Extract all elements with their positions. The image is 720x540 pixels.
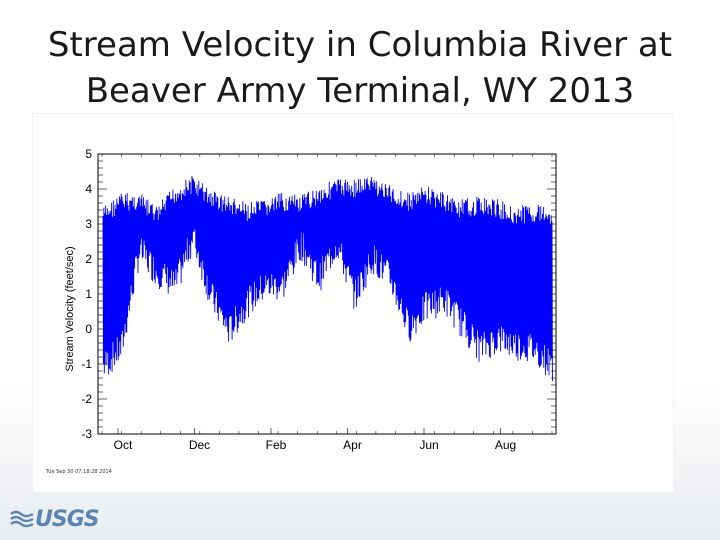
title-line-1: Stream Velocity in Columbia River at [47,25,673,65]
y-tick-label: 1 [85,287,92,301]
y-tick-label: -3 [81,427,92,441]
usgs-logo-text: USGS [35,506,100,532]
x-tick-label: Jun [419,438,438,452]
y-tick-label: -1 [81,357,92,371]
y-tick-label: -2 [81,392,92,406]
x-tick-label: Feb [266,438,287,452]
x-tick-label: Dec [189,438,210,452]
x-tick-label: Aug [495,438,516,452]
y-tick-label: 0 [85,322,92,336]
usgs-logo: USGS [10,506,100,532]
y-tick-label: 4 [85,182,92,196]
usgs-wave-icon [10,510,34,528]
y-axis-label: Stream Velocity (feet/sec) [64,246,76,371]
y-tick-label: 3 [85,217,92,231]
plot-timestamp: Tue Sep 30 07:18:28 2014 [46,469,112,475]
slide-title: Stream Velocity in Columbia River at Bea… [0,22,720,114]
velocity-series-band [103,196,552,333]
chart-panel: 5 4 3 2 1 0 -1 -2 -3 Oct Dec Feb Apr Jun Aug Stream Vel… [33,114,673,492]
x-tick-label: Apr [343,438,362,452]
velocity-chart: 5 4 3 2 1 0 -1 -2 -3 Oct Dec Feb Apr Jun Aug Stream Vel… [64,147,557,452]
x-tick-label: Oct [114,438,133,452]
title-line-2: Beaver Army Terminal, WY 2013 [85,71,635,111]
y-tick-label: 5 [85,147,92,161]
y-tick-label: 2 [85,252,92,266]
